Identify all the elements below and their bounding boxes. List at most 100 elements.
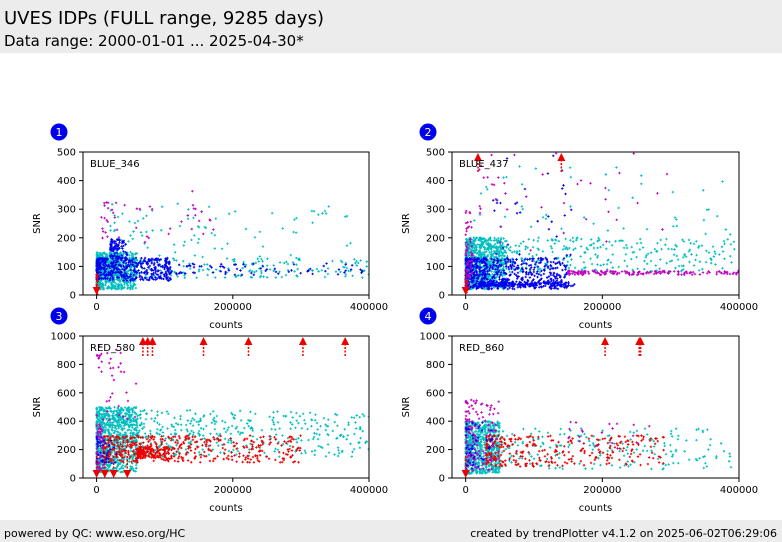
- data-point-blue: [142, 271, 146, 274]
- data-point-cyan: [214, 276, 217, 279]
- data-point-magenta: [503, 181, 506, 185]
- data-point-cyan: [465, 238, 468, 241]
- data-point-cyan: [102, 283, 105, 287]
- data-point-cyan: [582, 261, 586, 264]
- data-point-cyan: [707, 251, 711, 254]
- data-point-magenta: [618, 171, 621, 175]
- data-point-magenta: [464, 241, 468, 244]
- data-point-blue: [154, 267, 157, 270]
- data-point-blue: [476, 286, 479, 290]
- data-point-cyan: [112, 418, 115, 421]
- data-point-cyan: [489, 244, 492, 247]
- data-point-cyan: [255, 269, 258, 273]
- data-point-blue: [485, 277, 488, 281]
- data-point-blue: [466, 257, 469, 261]
- data-point-cyan: [478, 249, 481, 252]
- data-point-blue: [549, 260, 553, 264]
- data-point-cyan: [156, 414, 159, 417]
- data-point-cyan: [499, 245, 502, 248]
- data-point-cyan: [106, 417, 109, 420]
- data-point-blue: [494, 252, 498, 256]
- data-point-magenta: [598, 273, 602, 277]
- outlier-arrow-down: [92, 273, 101, 295]
- data-range-subtitle: Data range: 2000-01-01 ... 2025-04-30*: [4, 32, 304, 50]
- data-point-blue: [504, 284, 507, 287]
- data-point-cyan: [503, 215, 507, 218]
- data-point-cyan: [105, 417, 108, 421]
- data-point-cyan: [120, 470, 124, 473]
- data-point-cyan: [561, 258, 565, 262]
- data-point-blue: [322, 264, 325, 268]
- data-point-cyan: [112, 416, 116, 419]
- data-point-blue: [235, 267, 239, 271]
- data-point-cyan: [121, 212, 124, 215]
- data-point-magenta: [638, 270, 641, 273]
- plot-area: 0 200000 4000000100200300400500countsSNRBL…: [32, 123, 758, 514]
- data-point-cyan: [104, 426, 107, 430]
- data-point-blue: [530, 273, 533, 276]
- data-point-blue: [166, 267, 169, 270]
- data-point-cyan: [300, 427, 304, 430]
- data-point-cyan: [254, 412, 257, 416]
- data-point-blue: [112, 265, 116, 269]
- data-point-magenta: [715, 270, 719, 274]
- data-point-cyan: [105, 407, 108, 410]
- data-point-cyan: [579, 255, 582, 258]
- data-point-cyan: [260, 257, 263, 261]
- data-point-blue: [550, 279, 553, 283]
- data-point-cyan: [176, 449, 180, 453]
- data-point-blue: [120, 259, 123, 262]
- data-point-cyan: [602, 243, 605, 247]
- data-point-blue: [512, 283, 515, 286]
- data-point-cyan: [365, 440, 368, 443]
- data-point-blue: [252, 273, 255, 277]
- data-point-blue: [128, 259, 131, 262]
- data-point-blue: [559, 276, 562, 279]
- data-point-magenta: [562, 231, 565, 235]
- data-point-cyan: [125, 270, 128, 274]
- data-point-blue: [124, 261, 128, 265]
- data-point-magenta: [497, 176, 500, 179]
- data-point-blue: [97, 267, 101, 271]
- data-point-cyan: [659, 238, 662, 242]
- data-point-cyan: [689, 242, 692, 245]
- data-point-blue: [273, 267, 277, 271]
- data-point-cyan: [137, 431, 140, 434]
- data-point-cyan: [101, 253, 104, 257]
- data-point-magenta: [659, 272, 662, 275]
- data-point-cyan: [97, 410, 100, 414]
- data-point-magenta: [492, 183, 496, 187]
- data-point-cyan: [596, 246, 599, 250]
- data-point-blue: [492, 263, 495, 267]
- data-point-blue: [517, 275, 520, 278]
- data-point-cyan: [233, 210, 237, 213]
- data-point-blue: [508, 286, 511, 290]
- data-point-cyan: [107, 286, 110, 290]
- data-point-cyan: [529, 225, 533, 229]
- data-point-blue: [539, 261, 542, 264]
- data-point-blue: [102, 264, 105, 267]
- data-point-cyan: [107, 430, 110, 433]
- data-point-cyan: [569, 205, 572, 208]
- data-point-cyan: [513, 250, 516, 253]
- data-point-blue: [264, 269, 267, 272]
- data-point-blue: [512, 265, 516, 268]
- data-point-magenta: [632, 271, 636, 274]
- data-point-cyan: [479, 192, 483, 195]
- data-point-cyan: [135, 440, 139, 443]
- data-point-blue: [480, 278, 484, 282]
- data-point-blue: [561, 261, 564, 265]
- data-point-magenta: [615, 218, 618, 222]
- data-point-cyan: [108, 417, 112, 420]
- data-point-blue: [485, 264, 488, 267]
- data-point-cyan: [347, 269, 350, 273]
- data-point-cyan: [340, 261, 344, 264]
- data-point-magenta: [576, 182, 579, 186]
- data-point-blue: [493, 209, 496, 212]
- data-point-cyan: [495, 255, 498, 258]
- data-point-cyan: [146, 246, 149, 249]
- data-point-magenta: [579, 179, 583, 182]
- data-point-cyan: [500, 256, 504, 260]
- data-point-blue: [562, 184, 565, 187]
- data-point-cyan: [108, 407, 111, 410]
